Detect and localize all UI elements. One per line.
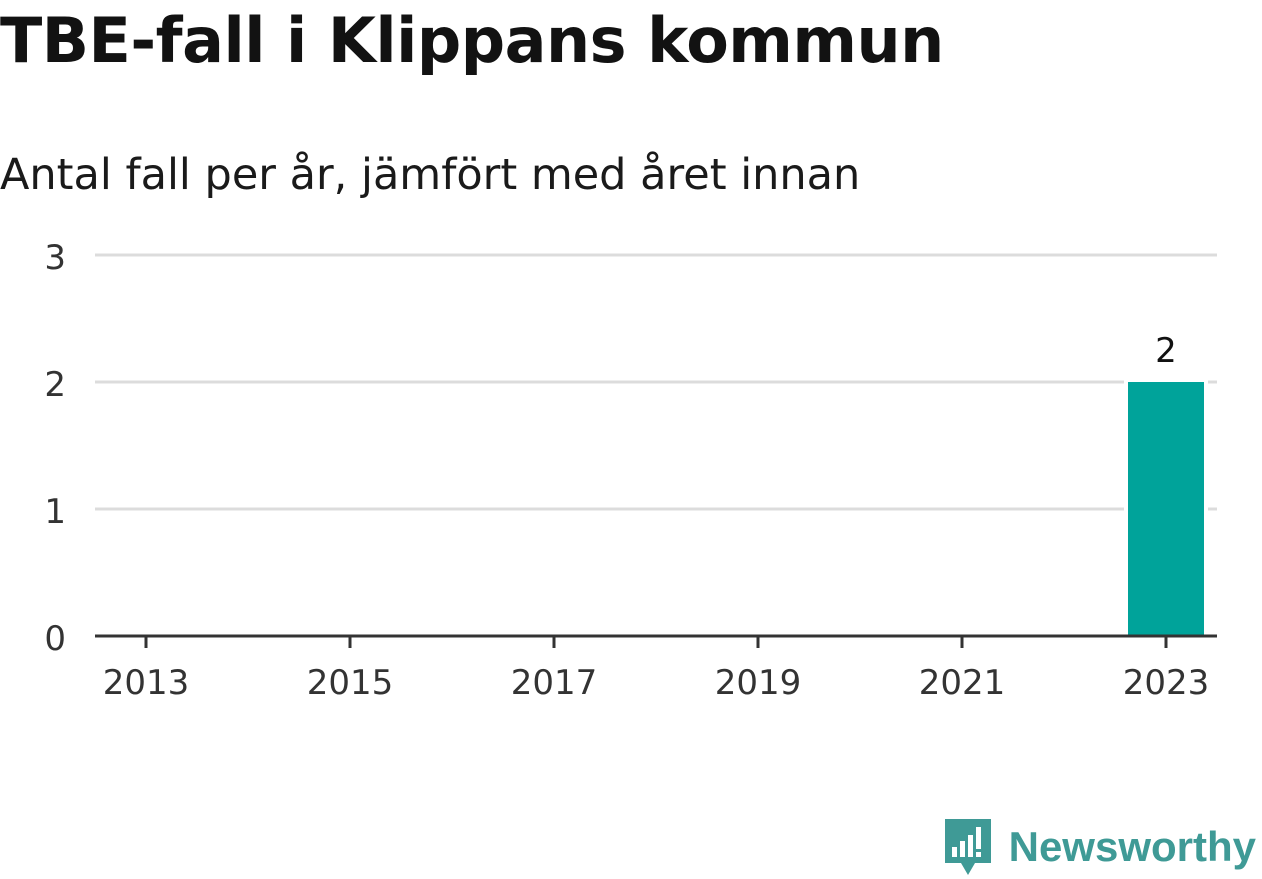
bar-2023 [1128, 382, 1204, 636]
x-tick-label: 2023 [1123, 663, 1210, 703]
y-tick-label: 2 [44, 365, 66, 405]
x-tick-label: 2017 [511, 663, 598, 703]
logo-text: Newsworthy [1008, 823, 1256, 870]
chart-title: TBE-fall i Klippans kommun [0, 4, 944, 77]
newsworthy-logo: Newsworthy [943, 817, 1256, 877]
x-tick-label: 2015 [307, 663, 394, 703]
y-tick-label: 0 [44, 619, 66, 659]
data-label-2023: 2 [1155, 331, 1177, 371]
x-tick-label: 2021 [919, 663, 1006, 703]
x-tick-label: 2013 [103, 663, 190, 703]
y-tick-label: 1 [44, 492, 66, 532]
y-tick-label: 3 [44, 238, 66, 278]
newsworthy-logo-icon [944, 819, 991, 875]
chart-subtitle: Antal fall per år, jämfört med året inna… [0, 150, 861, 200]
x-tick-label: 2019 [715, 663, 802, 703]
